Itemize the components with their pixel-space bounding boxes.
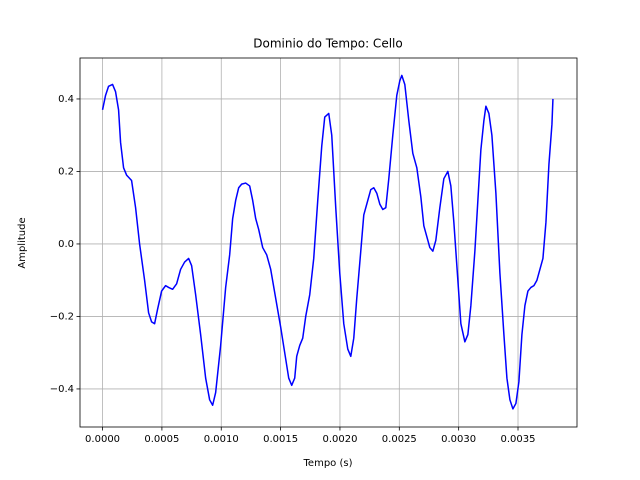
x-tick-label: 0.0005 — [144, 434, 179, 445]
axes-frame — [79, 57, 578, 428]
x-tick-label: 0.0010 — [204, 434, 239, 445]
x-tick-label: 0.0020 — [322, 434, 357, 445]
x-tick-label: 0.0030 — [441, 434, 476, 445]
y-tick-label: 0.2 — [58, 166, 74, 177]
y-tick-label: 0.0 — [58, 239, 74, 250]
x-tick-label: 0.0015 — [263, 434, 298, 445]
y-tick-label: 0.4 — [58, 94, 74, 105]
chart-title: Dominio do Tempo: Cello — [253, 37, 402, 51]
data-line — [101, 74, 554, 410]
x-tick-label: 0.0000 — [85, 434, 120, 445]
x-tick-label: 0.0025 — [382, 434, 417, 445]
x-axis-label: Tempo (s) — [303, 458, 353, 469]
y-tick-label: −0.2 — [50, 311, 74, 322]
x-tick-label: 0.0035 — [501, 434, 536, 445]
y-tick-label: −0.4 — [50, 384, 74, 395]
y-axis-label: Amplitude — [17, 217, 28, 268]
